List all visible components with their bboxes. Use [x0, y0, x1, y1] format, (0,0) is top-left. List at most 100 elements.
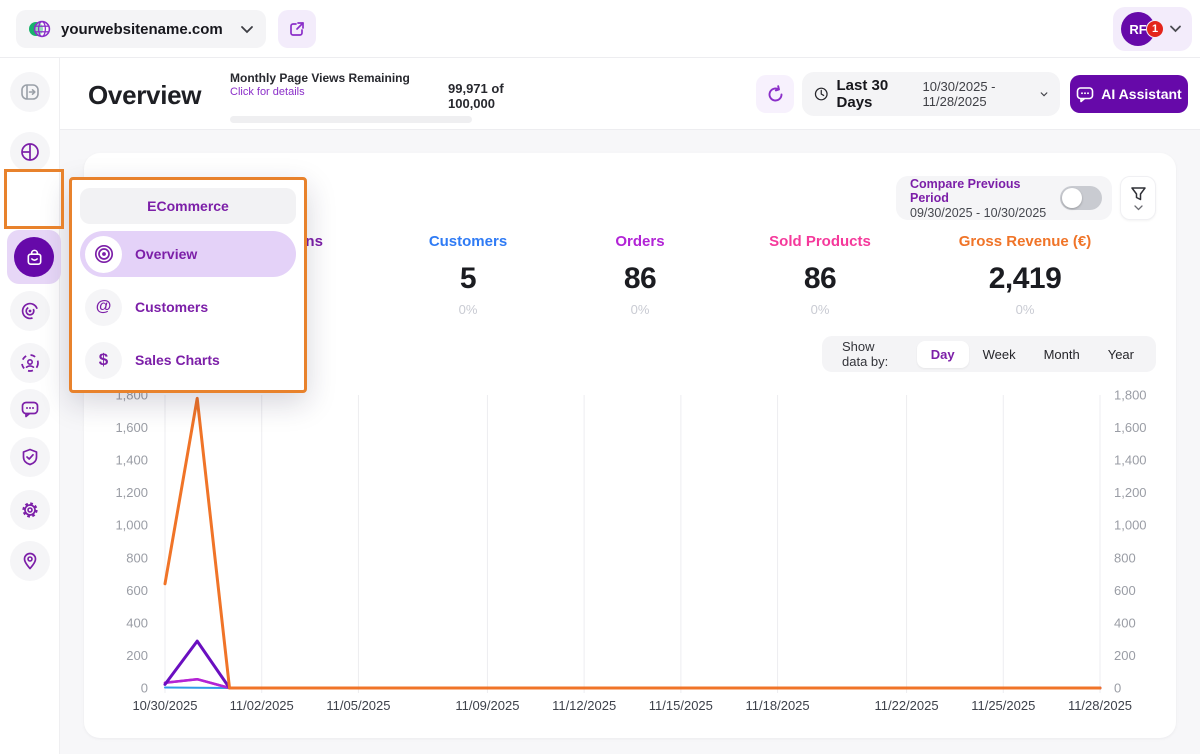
- behavior-spiral-icon: [21, 302, 39, 320]
- svg-text:1,200: 1,200: [115, 485, 148, 500]
- date-range-value: 10/30/2025 - 11/28/2025: [922, 79, 996, 109]
- flyout-item-label: Customers: [135, 299, 209, 315]
- show-data-by-control: Show data by: Day Week Month Year: [822, 336, 1156, 372]
- show-data-by-label: Show data by:: [842, 339, 889, 369]
- segment-year[interactable]: Year: [1107, 346, 1134, 362]
- sidebar-collapse-button[interactable]: [10, 72, 50, 112]
- date-range-picker[interactable]: Last 30 Days 10/30/2025 - 11/28/2025: [802, 72, 1060, 116]
- filter-button[interactable]: [1120, 176, 1156, 220]
- ecommerce-line-chart[interactable]: 10/30/2025 11/02/2025 11/05/2025 11/09/2025…: [84, 388, 1176, 728]
- ecommerce-active-circle: [14, 237, 54, 277]
- segment-week[interactable]: Week: [982, 346, 1016, 362]
- svg-text:1,600: 1,600: [115, 420, 148, 435]
- stat-value: 2,419: [988, 262, 1062, 295]
- svg-text:400: 400: [1114, 615, 1136, 630]
- svg-text:600: 600: [1114, 583, 1136, 598]
- ai-assistant-button[interactable]: AI Assistant: [1070, 75, 1188, 113]
- open-website-button[interactable]: [278, 10, 316, 48]
- flyout-item-label: Overview: [135, 246, 198, 262]
- svg-text:1,800: 1,800: [1114, 388, 1147, 403]
- stat-label: Sold Products: [769, 233, 871, 250]
- stat-delta: 0%: [1015, 302, 1035, 317]
- compare-range: 09/30/2025 - 10/30/2025: [910, 205, 1047, 220]
- stat-value: 86: [623, 262, 657, 295]
- stat-label: Gross Revenue (€): [958, 233, 1092, 250]
- stat-sold-products: Sold Products 86 0%: [710, 233, 930, 317]
- stat-delta: 0%: [810, 302, 830, 317]
- svg-text:200: 200: [1114, 648, 1136, 663]
- filter-funnel-icon: [1130, 186, 1146, 200]
- svg-text:800: 800: [1114, 550, 1136, 565]
- pageviews-label: Monthly Page Views Remaining: [230, 71, 410, 85]
- sales-dollar-icon: $: [85, 341, 122, 379]
- svg-text:400: 400: [126, 615, 148, 630]
- svg-text:11/25/2025: 11/25/2025: [971, 698, 1035, 713]
- top-bar: yourwebsitename.com RF 1: [0, 0, 1200, 58]
- sidebar-item-dashboard[interactable]: [10, 132, 50, 172]
- compare-previous-period: Compare Previous Period 09/30/2025 - 10/…: [896, 176, 1112, 220]
- ai-assistant-label: AI Assistant: [1101, 86, 1182, 102]
- segment-day[interactable]: Day: [916, 340, 969, 368]
- sidebar-item-visitors[interactable]: [10, 343, 50, 383]
- svg-text:1,400: 1,400: [115, 453, 148, 468]
- sidebar-item-settings[interactable]: [10, 490, 50, 530]
- svg-text:1,600: 1,600: [1114, 420, 1147, 435]
- flyout-item-customers[interactable]: @ Customers: [80, 284, 296, 330]
- sidebar-item-feedback[interactable]: [10, 389, 50, 429]
- flyout-item-sales-charts[interactable]: $ Sales Charts: [80, 337, 296, 383]
- stat-orders: Orders 86 0%: [530, 233, 750, 317]
- user-menu[interactable]: RF 1: [1113, 7, 1192, 51]
- website-globe-icon: [29, 20, 51, 38]
- svg-text:1,200: 1,200: [1114, 485, 1147, 500]
- chevron-down-icon: [241, 25, 253, 33]
- website-selector[interactable]: yourwebsitename.com: [16, 10, 266, 48]
- svg-text:0: 0: [1114, 681, 1121, 696]
- privacy-shield-icon: [22, 448, 38, 466]
- stat-value: 5: [459, 262, 477, 295]
- svg-text:800: 800: [126, 550, 148, 565]
- sidebar-nav: [0, 58, 61, 754]
- svg-text:200: 200: [126, 648, 148, 663]
- page-header: Overview Monthly Page Views Remaining Cl…: [60, 58, 1200, 130]
- collapse-icon: [21, 84, 39, 100]
- sidebar-item-behavior[interactable]: [10, 291, 50, 331]
- chevron-down-icon: [1040, 91, 1048, 97]
- svg-text:11/18/2025: 11/18/2025: [746, 698, 810, 713]
- svg-text:11/12/2025: 11/12/2025: [552, 698, 616, 713]
- pageviews-value: 99,971 of 100,000: [448, 81, 504, 111]
- flyout-title: ECommerce: [80, 188, 296, 224]
- pageviews-progress-bar: [230, 116, 472, 123]
- stat-customers: Customers 5 0%: [358, 233, 578, 317]
- pageviews-details-link[interactable]: Click for details: [230, 86, 305, 98]
- stat-delta: 0%: [630, 302, 650, 317]
- svg-text:1,400: 1,400: [1114, 453, 1147, 468]
- refresh-button[interactable]: [756, 75, 794, 113]
- date-preset-label: Last 30 Days: [836, 77, 889, 111]
- ecommerce-flyout-menu: ECommerce Overview @ Customers $ Sales C…: [69, 177, 307, 393]
- flyout-item-overview[interactable]: Overview: [80, 231, 296, 277]
- svg-text:11/05/2025: 11/05/2025: [326, 698, 390, 713]
- chevron-down-icon: [1170, 25, 1181, 33]
- svg-text:10/30/2025: 10/30/2025: [132, 698, 197, 713]
- dashboard-icon: [21, 143, 39, 161]
- chevron-down-icon: [1133, 204, 1143, 210]
- sidebar-item-ecommerce[interactable]: [7, 230, 61, 284]
- svg-text:600: 600: [126, 583, 148, 598]
- segment-month[interactable]: Month: [1043, 346, 1080, 362]
- sidebar-item-privacy[interactable]: [10, 437, 50, 477]
- stat-gross-revenue: Gross Revenue (€) 2,419 0%: [915, 233, 1135, 317]
- svg-text:11/02/2025: 11/02/2025: [230, 698, 294, 713]
- customers-at-icon: @: [85, 288, 122, 326]
- avatar-initials: RF: [1129, 21, 1147, 37]
- compare-toggle[interactable]: [1060, 186, 1102, 210]
- ecommerce-bag-icon: [27, 249, 41, 265]
- svg-text:11/22/2025: 11/22/2025: [874, 698, 938, 713]
- location-pin-icon: [23, 552, 37, 570]
- svg-text:11/28/2025: 11/28/2025: [1068, 698, 1132, 713]
- sidebar-item-location[interactable]: [10, 541, 50, 581]
- monthly-pageviews-widget[interactable]: Monthly Page Views Remaining Click for d…: [230, 71, 540, 123]
- settings-gear-icon: [22, 502, 38, 518]
- flyout-item-label: Sales Charts: [135, 352, 220, 368]
- toggle-knob: [1062, 188, 1082, 208]
- overview-target-icon: [85, 235, 122, 273]
